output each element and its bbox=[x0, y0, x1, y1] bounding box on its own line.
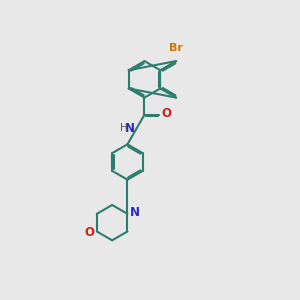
Text: O: O bbox=[85, 226, 94, 239]
Text: N: N bbox=[124, 122, 134, 135]
Text: H: H bbox=[120, 123, 128, 133]
Text: N: N bbox=[130, 206, 140, 219]
Text: Br: Br bbox=[169, 43, 183, 53]
Text: O: O bbox=[162, 107, 172, 120]
